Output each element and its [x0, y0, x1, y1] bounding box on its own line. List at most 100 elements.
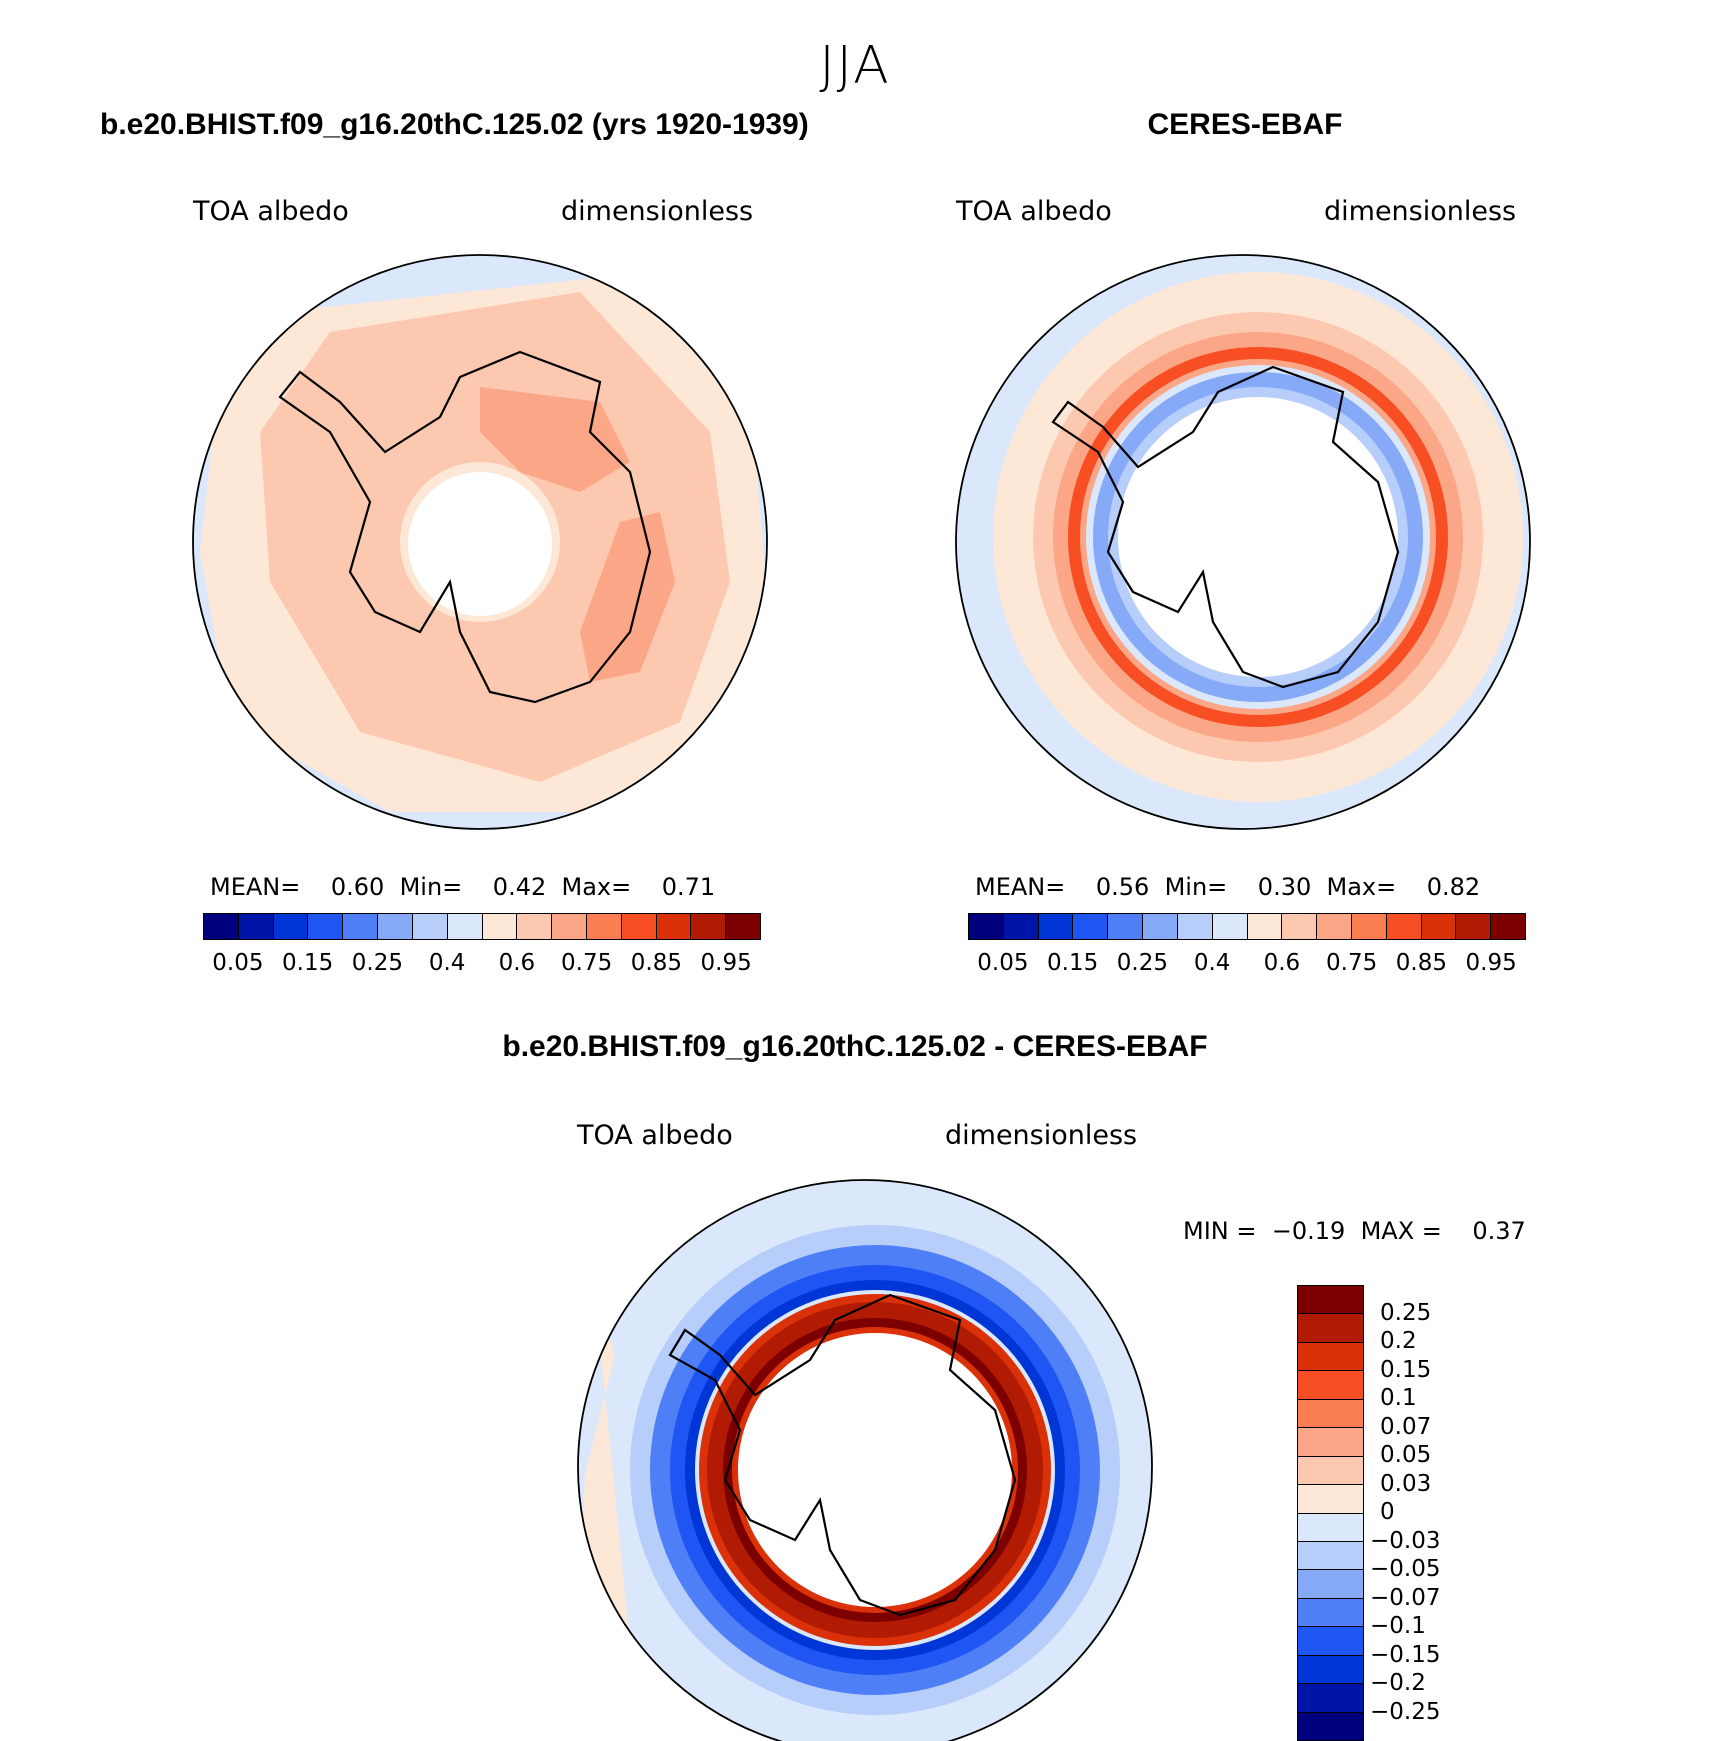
panel1-colorbar-swatch	[412, 914, 448, 939]
panel1-title: b.e20.BHIST.f09_g16.20thC.125.02 (yrs 19…	[100, 108, 809, 141]
panel1-min-value: 0.42	[492, 873, 547, 901]
panel2-colorbar-tick-label: 0.95	[1465, 950, 1517, 976]
panel2-colorbar-swatch	[1073, 914, 1109, 939]
panel3-colorbar-swatch	[1298, 1598, 1363, 1628]
panel3-polar-map	[577, 1179, 1153, 1741]
panel1-stats: MEAN= 0.60 Min= 0.42 Max= 0.71	[210, 873, 715, 901]
panel3-colorbar-tick-label: −0.15	[1370, 1641, 1441, 1668]
panel1-min-label: Min=	[399, 873, 463, 901]
panel1-max-value: 0.71	[661, 873, 716, 901]
season-title: JJA	[819, 36, 891, 96]
panel3-colorbar-swatch	[1298, 1399, 1363, 1429]
panel1-max-label: Max=	[561, 873, 632, 901]
panel2-colorbar-tick-label: 0.6	[1263, 950, 1301, 976]
panel1-colorbar-swatch	[204, 914, 239, 939]
panel3-colorbar-swatch	[1298, 1428, 1363, 1457]
panel2-colorbar-swatch	[1386, 914, 1422, 939]
panel3-max-value: 0.37	[1472, 1217, 1526, 1245]
panel3-colorbar-swatch	[1298, 1627, 1363, 1656]
panel1-mean-label: MEAN=	[210, 873, 301, 901]
panel1-variable-label: TOA albedo	[193, 196, 349, 227]
panel1-colorbar-tick-label: 0.95	[700, 950, 752, 976]
panel1-colorbar-swatch	[378, 914, 413, 939]
panel2-max-value: 0.82	[1426, 873, 1481, 901]
panel3-stats: MIN = −0.19 MAX = 0.37	[1183, 1217, 1526, 1245]
panel2-stats: MEAN= 0.56 Min= 0.30 Max= 0.82	[975, 873, 1480, 901]
panel2-colorbar-swatch	[1351, 914, 1387, 939]
panel2-min-label: Min=	[1164, 873, 1228, 901]
panel2-colorbar-swatch	[1282, 914, 1318, 939]
panel1-colorbar-tick-label: 0.85	[630, 950, 682, 976]
panel2-colorbar-swatch	[1456, 914, 1492, 939]
panel2-colorbar-swatch	[1212, 914, 1248, 939]
panel2-max-label: Max=	[1326, 873, 1397, 901]
panel3-colorbar-swatch	[1298, 1541, 1363, 1571]
panel1-colorbar-tick-label: 0.6	[498, 950, 536, 976]
panel1-colorbar-swatch	[621, 914, 657, 939]
panel1-colorbar-labels: 0.05 0.15 0.25 0.4 0.6 0.75 0.85 0.95	[203, 950, 761, 980]
panel1-colorbar-swatch	[273, 914, 309, 939]
panel3-min-label: MIN =	[1183, 1217, 1257, 1245]
panel2-colorbar-swatch	[1108, 914, 1144, 939]
panel2-colorbar-tick-label: 0.75	[1326, 950, 1378, 976]
panel3-colorbar-tick-label: −0.03	[1370, 1527, 1441, 1554]
panel2-variable-label: TOA albedo	[956, 196, 1112, 227]
panel3-colorbar-swatch	[1298, 1286, 1363, 1315]
panel3-colorbar-tick-label: −0.05	[1370, 1556, 1441, 1582]
panel3-colorbar-labels: 0.25 0.2 0.15 0.1 0.07 0.05 0.03 0 −0.03 −0.05 −0.…	[1370, 1285, 1492, 1741]
panel3-colorbar-tick-label: 0.07	[1380, 1413, 1432, 1440]
panel1-colorbar-tick-label: 0.75	[561, 950, 613, 976]
panel2-colorbar-swatch	[1317, 914, 1352, 939]
panel3-colorbar-tick-label: −0.07	[1370, 1584, 1441, 1611]
panel1-colorbar-tick-label: 0.4	[428, 950, 466, 976]
panel2-colorbar-swatch	[1177, 914, 1213, 939]
panel1-units-label: dimensionless	[561, 196, 754, 227]
panel2-mean-label: MEAN=	[975, 873, 1066, 901]
panel3-colorbar-tick-label: 0	[1380, 1499, 1395, 1525]
panel3-colorbar-swatch	[1298, 1513, 1363, 1542]
panel1-colorbar	[203, 913, 761, 940]
panel2-colorbar-tick-label: 0.25	[1116, 950, 1168, 976]
panel2-units-label: dimensionless	[1324, 196, 1517, 227]
panel3-colorbar-swatch	[1298, 1456, 1363, 1486]
panel1-colorbar-swatch	[343, 914, 379, 939]
panel3-max-label: MAX =	[1360, 1217, 1442, 1245]
panel1-colorbar-tick-label: 0.15	[282, 950, 334, 976]
panel2-colorbar-tick-label: 0.4	[1193, 950, 1231, 976]
panel3-title: b.e20.BHIST.f09_g16.20thC.125.02 - CERES…	[502, 1030, 1208, 1063]
panel3-colorbar-tick-label: 0.2	[1380, 1328, 1417, 1354]
panel2-colorbar-tick-label: 0.85	[1395, 950, 1447, 976]
panel3-colorbar-swatch	[1298, 1314, 1363, 1343]
panel1-colorbar-swatch	[447, 914, 483, 939]
panel3-units-label: dimensionless	[945, 1120, 1138, 1151]
panel3-colorbar	[1297, 1285, 1364, 1741]
panel1-colorbar-swatch	[238, 914, 274, 939]
panel3-colorbar-tick-label: 0.03	[1380, 1470, 1432, 1497]
panel3-colorbar-swatch	[1298, 1371, 1363, 1400]
panel2-colorbar-swatch	[1491, 914, 1525, 939]
panel3-colorbar-tick-label: 0.1	[1380, 1385, 1417, 1411]
panel2-colorbar-swatch	[1038, 914, 1074, 939]
panel3-colorbar-swatch	[1298, 1485, 1363, 1514]
panel2-colorbar-labels: 0.05 0.15 0.25 0.4 0.6 0.75 0.85 0.95	[968, 950, 1526, 980]
panel2-mean-value: 0.56	[1095, 873, 1150, 901]
panel3-colorbar-swatch	[1298, 1655, 1363, 1685]
panel3-variable-label: TOA albedo	[577, 1120, 733, 1151]
panel1-colorbar-swatch	[552, 914, 587, 939]
panel3-colorbar-tick-label: −0.2	[1370, 1670, 1426, 1696]
panel2-colorbar-swatch	[1143, 914, 1178, 939]
panel1-colorbar-swatch	[308, 914, 344, 939]
panel2-colorbar-swatch	[1247, 914, 1283, 939]
panel1-mean-value: 0.60	[330, 873, 385, 901]
panel3-colorbar-swatch	[1298, 1342, 1363, 1372]
panel1-colorbar-tick-label: 0.25	[351, 950, 403, 976]
panel3-min-value: −0.19	[1271, 1217, 1346, 1245]
panel3-colorbar-swatch	[1298, 1712, 1363, 1740]
panel2-polar-map	[955, 254, 1531, 830]
panel3-colorbar-tick-label: 0.25	[1380, 1299, 1432, 1326]
panel2-colorbar-swatch	[1003, 914, 1039, 939]
panel3-colorbar-swatch	[1298, 1570, 1363, 1599]
panel1-colorbar-swatch	[482, 914, 518, 939]
panel3-colorbar-tick-label: 0.15	[1380, 1356, 1432, 1383]
panel3-colorbar-tick-label: 0.05	[1380, 1442, 1432, 1468]
